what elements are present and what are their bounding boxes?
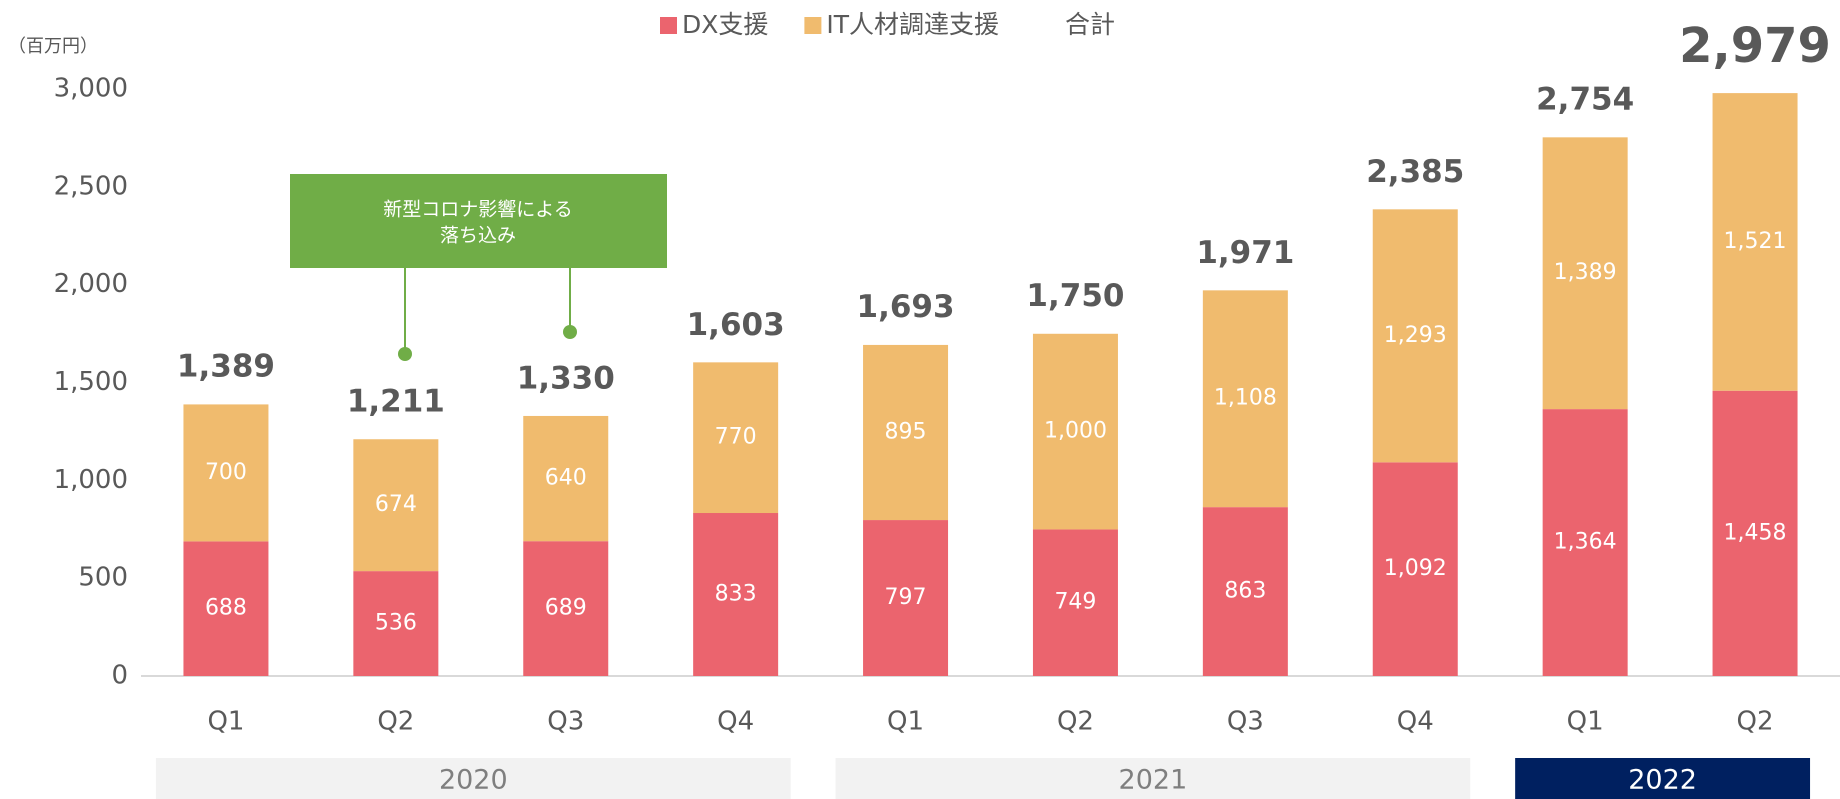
- bar-segment: [1712, 390, 1798, 676]
- year-label: 2020: [439, 765, 508, 796]
- annotation-text: 落ち込み: [440, 225, 516, 247]
- y-tick-label: 1,500: [54, 367, 128, 397]
- total-label: 1,971: [1196, 235, 1294, 271]
- year-box: [1515, 758, 1811, 799]
- segment-label: 688: [205, 596, 247, 621]
- segment-label: 536: [375, 611, 417, 636]
- segment-label: 797: [885, 585, 927, 610]
- year-box: [155, 758, 791, 799]
- y-tick-label: 500: [78, 563, 128, 593]
- segment-label: 770: [715, 425, 757, 450]
- total-label: 1,750: [1026, 278, 1124, 314]
- segment-label: 1,364: [1554, 530, 1617, 555]
- x-tick-label: Q2: [1737, 707, 1774, 737]
- segment-label: 640: [545, 466, 587, 491]
- annotation-text: 新型コロナ影響による: [383, 199, 572, 221]
- year-label: 2022: [1628, 765, 1697, 796]
- legend-label: 合計: [1065, 10, 1115, 39]
- bar-segment: [1032, 333, 1118, 530]
- bar-segment: [1542, 137, 1628, 410]
- bar-segment: [863, 344, 949, 521]
- x-tick-label: Q4: [717, 707, 754, 737]
- x-tick-label: Q2: [377, 707, 414, 737]
- total-label: 1,211: [347, 384, 445, 420]
- bar-segment: [1032, 529, 1118, 676]
- bar-segment: [1372, 462, 1458, 676]
- year-label: 2021: [1119, 765, 1188, 796]
- legend-swatch: [660, 17, 677, 34]
- x-tick-label: Q3: [1227, 707, 1264, 737]
- total-label: 2,385: [1366, 154, 1464, 190]
- year-box: [835, 758, 1471, 799]
- y-tick-label: 2,500: [54, 171, 128, 201]
- total-label: 1,693: [857, 289, 955, 325]
- total-label: 1,389: [177, 349, 275, 385]
- unit-label: （百万円）: [8, 36, 98, 57]
- total-label: 2,979: [1679, 18, 1831, 74]
- x-tick-label: Q2: [1057, 707, 1094, 737]
- total-label: 1,603: [687, 307, 785, 343]
- bar-segment: [863, 520, 949, 676]
- segment-label: 833: [715, 582, 757, 607]
- segment-label: 1,458: [1724, 520, 1787, 545]
- annotation-dot: [398, 347, 412, 361]
- segment-label: 1,521: [1724, 229, 1787, 254]
- segment-label: 1,389: [1554, 260, 1617, 285]
- x-tick-label: Q1: [887, 707, 924, 737]
- bar-segment: [183, 541, 269, 676]
- bar-segment: [523, 541, 609, 676]
- y-tick-label: 3,000: [54, 74, 128, 104]
- segment-label: 863: [1224, 579, 1266, 604]
- bar-segment: [183, 404, 269, 542]
- y-tick-label: 2,000: [54, 269, 128, 299]
- segment-label: 689: [545, 596, 587, 621]
- segment-label: 895: [885, 419, 927, 444]
- x-tick-label: Q4: [1397, 707, 1434, 737]
- annotation: 新型コロナ影響による 落ち込み: [290, 174, 667, 361]
- bar-segment: [693, 362, 779, 514]
- x-tick-label: Q1: [1567, 707, 1604, 737]
- bar-segment: [1202, 290, 1288, 508]
- legend-label: IT人材調達支援: [826, 10, 999, 39]
- bar-segment: [1712, 93, 1798, 391]
- legend-label: DX支援: [682, 10, 768, 39]
- legend-swatch: [804, 17, 822, 34]
- x-tick-label: Q3: [547, 707, 584, 737]
- bar-segment: [1372, 209, 1458, 463]
- y-tick-label: 1,000: [54, 465, 128, 495]
- bar-segment: [1542, 409, 1628, 676]
- total-label: 2,754: [1536, 82, 1634, 118]
- bar-segment: [353, 439, 439, 572]
- annotation-dot: [563, 325, 577, 339]
- annotation-box: [290, 174, 667, 268]
- segment-label: 1,108: [1214, 386, 1277, 411]
- x-tick-label: Q1: [207, 707, 244, 737]
- segment-label: 1,000: [1044, 419, 1107, 444]
- segment-label: 1,293: [1384, 323, 1447, 348]
- total-label: 1,330: [517, 360, 615, 396]
- bar-segment: [523, 415, 609, 542]
- segment-label: 700: [205, 460, 247, 485]
- bar-segment: [1202, 507, 1288, 676]
- segment-label: 749: [1054, 590, 1096, 615]
- bar-segment: [693, 513, 779, 676]
- y-tick-label: 0: [111, 661, 128, 691]
- bar-segment: [353, 571, 439, 676]
- segment-label: 1,092: [1384, 556, 1447, 581]
- segment-label: 674: [375, 492, 417, 517]
